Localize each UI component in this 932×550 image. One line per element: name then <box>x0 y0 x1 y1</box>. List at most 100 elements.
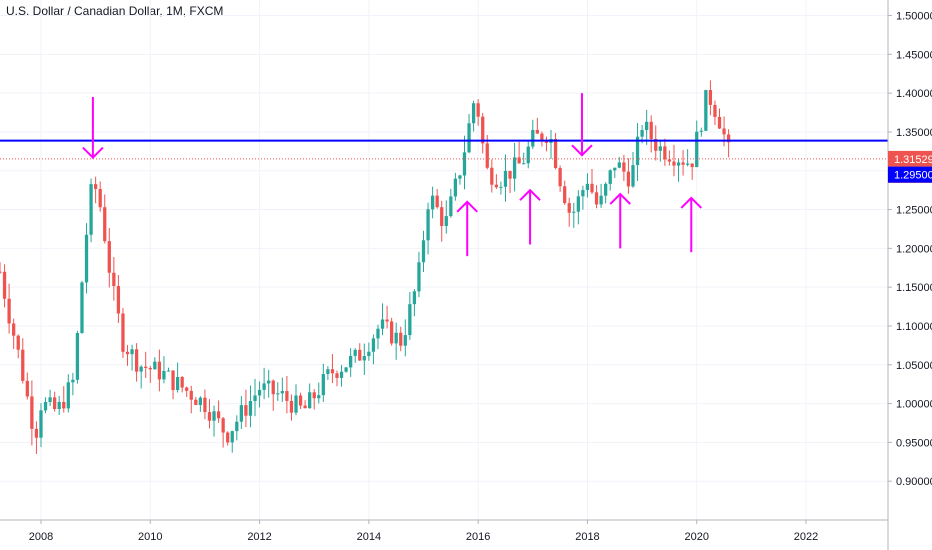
candle-up <box>230 431 234 443</box>
y-tick-label: 1.10000 <box>896 321 932 333</box>
candle-up <box>503 170 508 187</box>
candle-up <box>66 382 70 409</box>
candle-down <box>435 195 439 208</box>
y-tick-label: 0.90000 <box>896 476 932 488</box>
candle-up <box>380 319 385 329</box>
grid <box>0 0 888 520</box>
candle-up <box>572 211 576 213</box>
arrow-up-icon <box>519 188 541 201</box>
candle-up <box>531 129 535 147</box>
y-tick-label: 0.95000 <box>896 437 932 449</box>
x-tick-label: 2022 <box>794 531 818 543</box>
candle-down <box>103 207 107 242</box>
candle-up <box>585 183 590 191</box>
candle-down <box>517 157 521 164</box>
candle-up <box>280 391 284 394</box>
candle-down <box>207 412 212 421</box>
candle-up <box>367 351 371 357</box>
candle-up <box>426 209 430 241</box>
candle-up <box>39 410 43 438</box>
candle-down <box>717 116 722 129</box>
candle-up <box>581 190 585 197</box>
candle-up <box>604 183 608 196</box>
candle-down <box>389 321 394 344</box>
arrow-up-icon <box>680 196 702 209</box>
candle-up <box>339 371 344 378</box>
candle-up <box>658 146 662 151</box>
candle-up <box>212 411 216 421</box>
candle-down <box>708 90 713 105</box>
candle-up <box>162 370 166 380</box>
candle-down <box>221 418 225 433</box>
candle-down <box>7 298 11 324</box>
candle-up <box>608 170 612 184</box>
candle-down <box>312 392 316 399</box>
candle-up <box>640 130 644 137</box>
candle-up <box>349 355 353 368</box>
candle-down <box>98 188 102 208</box>
candle-down <box>563 186 567 204</box>
candle-down <box>2 271 7 299</box>
candles <box>0 80 731 455</box>
candle-down <box>385 319 389 322</box>
candle-down <box>16 335 20 350</box>
candle-down <box>590 183 594 193</box>
candle-down <box>112 272 116 287</box>
candle-down <box>203 397 207 413</box>
candle-down <box>30 396 34 429</box>
x-tick-label: 2016 <box>466 531 490 543</box>
candle-down <box>171 370 175 391</box>
candle-down <box>12 323 16 336</box>
candle-down <box>330 369 335 374</box>
arrow-up-icon <box>609 192 631 205</box>
candle-up <box>353 349 357 356</box>
candle-up <box>321 374 325 396</box>
candle-up <box>676 162 681 166</box>
candle-up <box>326 369 330 375</box>
candle-up <box>253 395 257 402</box>
candle-down <box>399 332 403 346</box>
candle-up <box>80 282 84 333</box>
candle-down <box>289 400 294 413</box>
candle-up <box>645 121 649 131</box>
candle-up <box>417 262 421 292</box>
candle-up <box>613 167 617 171</box>
candle-up <box>257 389 262 396</box>
candle-down <box>722 128 726 135</box>
candle-down <box>25 380 29 397</box>
candle-down <box>335 373 339 378</box>
candle-down <box>303 405 307 409</box>
candle-up <box>499 186 503 188</box>
candle-down <box>189 390 193 400</box>
candle-down <box>134 349 139 372</box>
candle-up <box>139 366 143 372</box>
candle-up <box>198 397 203 406</box>
candle-down <box>481 116 485 144</box>
candle-down <box>358 349 362 361</box>
candle-down <box>440 207 444 226</box>
candle-down <box>622 162 626 172</box>
candle-up <box>344 367 348 372</box>
candle-up <box>522 163 526 165</box>
x-tick-label: 2020 <box>684 531 708 543</box>
candle-up <box>75 332 80 380</box>
candle-up <box>235 421 239 432</box>
y-tick-label: 1.25000 <box>896 205 932 217</box>
candle-down <box>0 271 2 273</box>
arrow-up-icon <box>456 200 478 213</box>
x-tick-label: 2012 <box>247 531 271 543</box>
candle-up <box>71 379 75 383</box>
candle-up <box>685 163 690 165</box>
candle-up <box>376 328 380 339</box>
candle-up <box>408 304 412 336</box>
candle-down <box>298 395 303 406</box>
candle-down <box>148 367 152 370</box>
candle-down <box>713 104 717 117</box>
candle-down <box>594 192 599 205</box>
candle-up <box>308 392 312 409</box>
support-price-badge <box>888 166 932 183</box>
candle-up <box>294 395 298 413</box>
support-price-label: 1.29500 <box>894 170 932 182</box>
